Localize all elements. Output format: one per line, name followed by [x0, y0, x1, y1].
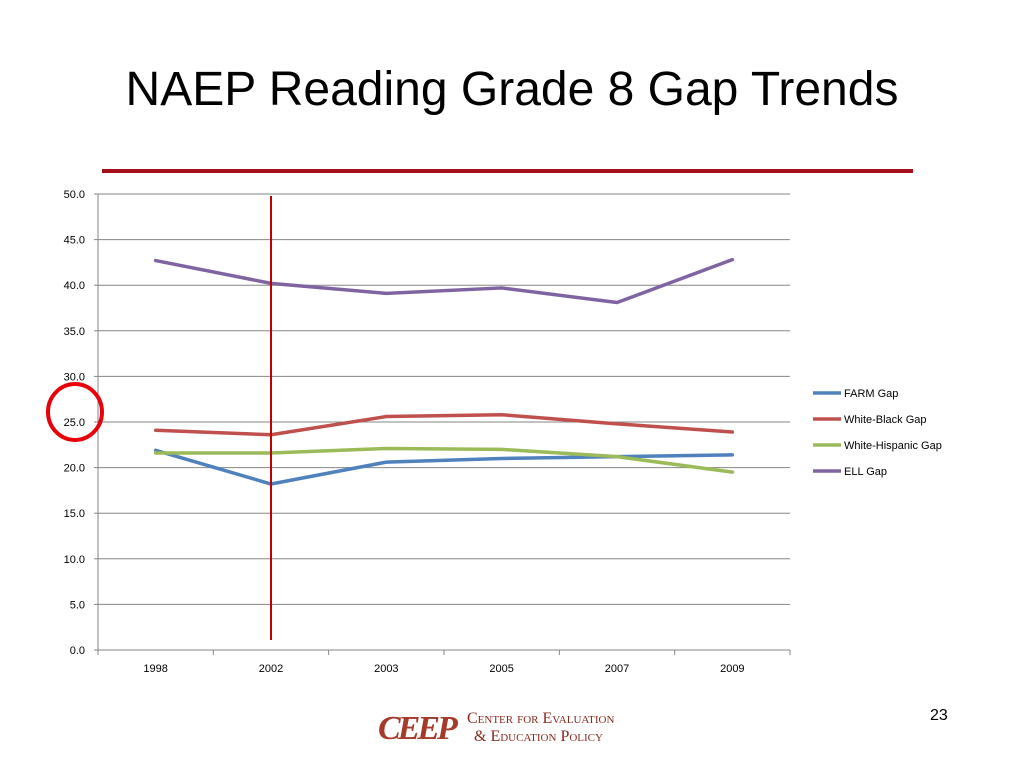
page-number: 23	[930, 707, 948, 724]
y-tick-label: 45.0	[64, 235, 85, 247]
series-line-farm-gap	[153, 448, 735, 486]
y-tick-label: 20.0	[64, 463, 85, 475]
y-tick-label: 50.0	[64, 189, 85, 201]
chart-axes: 0.0 5.0 10.0 15.0 20.0 25.0 30.0 35.0 40.0 45.0 50…	[64, 189, 791, 675]
legend-label-ell-gap: ELL Gap	[844, 466, 887, 478]
series-line-white-black-gap	[153, 412, 735, 437]
chart-legend: FARM Gap White-Black Gap White-Hispanic Ga…	[813, 388, 942, 478]
logo-text-line1: Center for Evaluation	[467, 710, 615, 727]
series-line-white-hispanic-gap	[153, 446, 735, 474]
x-tick-label: 2007	[605, 663, 629, 675]
chart-annotations	[46, 196, 272, 640]
ceep-logo-mark: CEEP	[378, 710, 458, 747]
y-tick-label: 25.0	[64, 417, 85, 429]
x-tick-label: 1998	[143, 663, 167, 675]
x-tick-label: 2002	[259, 663, 283, 675]
y-tick-label: 35.0	[64, 326, 85, 338]
slide-title: NAEP Reading Grade 8 Gap Trends	[125, 63, 899, 116]
x-tick-label: 2005	[489, 663, 513, 675]
y-tick-label: 15.0	[64, 508, 85, 520]
y-tick-label: 10.0	[64, 554, 85, 566]
y-tick-label: 5.0	[70, 599, 85, 611]
series-line-ell-gap	[153, 257, 735, 305]
y-tick-label: 30.0	[64, 371, 85, 383]
x-tick-label: 2003	[374, 663, 398, 675]
grid-lines	[98, 193, 790, 651]
series-lines	[153, 257, 735, 486]
line-chart: 0.0 5.0 10.0 15.0 20.0 25.0 30.0 35.0 40.0 45.0 50…	[46, 189, 942, 675]
x-tick-label: 2009	[720, 663, 744, 675]
legend-label-farm-gap: FARM Gap	[844, 388, 898, 400]
legend-label-white-black-gap: White-Black Gap	[844, 414, 927, 426]
ceep-logo: CEEP Center for Evaluation & Education P…	[378, 708, 658, 748]
title-rule	[102, 169, 913, 173]
legend-label-white-hispanic-gap: White-Hispanic Gap	[844, 440, 942, 452]
highlight-circle	[46, 382, 104, 442]
logo-text-line2: & Education Policy	[474, 728, 603, 745]
y-tick-label: 0.0	[70, 645, 85, 657]
y-tick-label: 40.0	[64, 280, 85, 292]
